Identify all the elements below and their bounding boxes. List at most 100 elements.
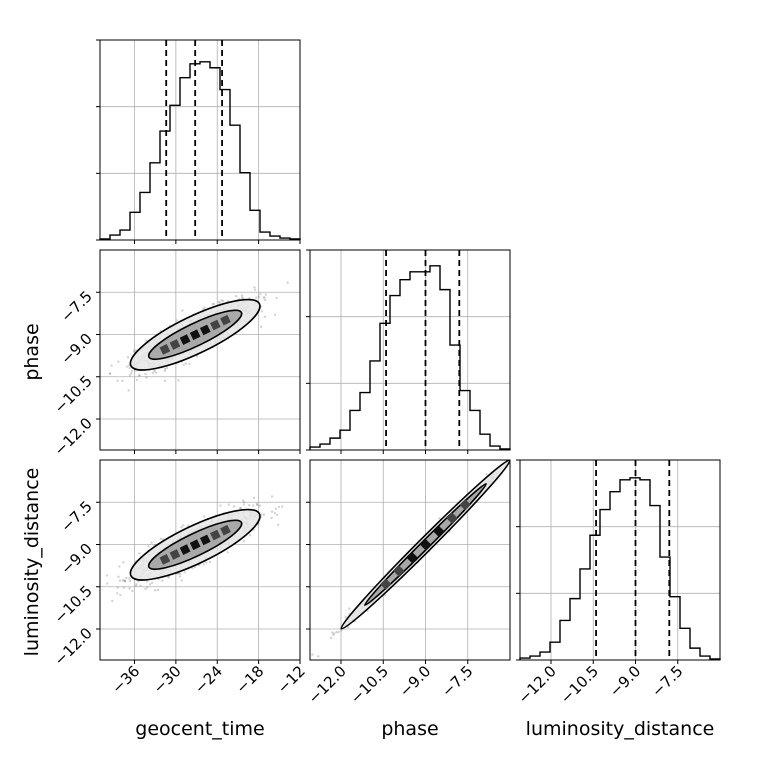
scatter-point <box>316 655 320 658</box>
x-tick-label-luminosity-distance: −7.5 <box>648 662 686 700</box>
scatter-point <box>132 349 136 352</box>
scatter-point <box>281 505 284 508</box>
scatter-point <box>110 364 113 367</box>
scatter-point <box>153 589 157 592</box>
scatter-point <box>123 580 127 583</box>
density-core <box>459 499 471 511</box>
scatter-point <box>92 372 94 374</box>
scatter-point <box>131 589 134 593</box>
scatter-point <box>128 577 131 580</box>
scatter-point <box>153 369 157 373</box>
x-tick-label-phase: −9.0 <box>396 662 434 700</box>
y-tick-label-phase: −10.5 <box>51 372 96 417</box>
panel-border <box>309 459 511 661</box>
scatter-point <box>156 588 160 592</box>
density-core <box>210 319 221 331</box>
scatter-point <box>144 587 147 591</box>
scatter-point <box>331 631 334 634</box>
panel-border <box>309 249 511 451</box>
y-tick-label-luminosity-distance: −7.5 <box>57 497 95 535</box>
scatter-point <box>137 580 140 583</box>
scatter-point <box>128 579 132 583</box>
scatter-point <box>218 301 221 305</box>
scatter-point <box>217 300 221 304</box>
scatter-point <box>274 507 278 511</box>
scatter-point <box>138 374 141 377</box>
scatter-point <box>255 296 258 299</box>
density-core <box>406 552 418 564</box>
scatter-points-group <box>311 420 553 658</box>
scatter-point <box>219 504 222 507</box>
scatter-point <box>240 296 244 299</box>
scatter-point <box>248 534 252 537</box>
scatter-point <box>116 379 119 382</box>
scatter-point <box>276 523 280 527</box>
scatter-point <box>167 576 170 579</box>
scatter-point <box>108 372 111 375</box>
scatter-point <box>517 451 519 453</box>
scatter-point <box>138 552 141 555</box>
scatter-point <box>239 507 243 510</box>
density-core <box>393 565 405 577</box>
scatter-point <box>145 586 149 589</box>
scatter-point <box>516 457 518 459</box>
scatter-point <box>184 362 188 365</box>
scatter-point <box>105 574 109 577</box>
scatter-point <box>232 505 236 508</box>
scatter-point <box>144 339 148 342</box>
scatter-point <box>134 584 138 587</box>
x-tick-label-luminosity-distance: −9.0 <box>606 662 644 700</box>
scatter-point <box>273 511 277 515</box>
x-tick-label-luminosity-distance: −10.5 <box>557 662 602 707</box>
scatter-point <box>221 299 225 303</box>
scatter-point <box>523 446 525 448</box>
x-tick-label-phase: −7.5 <box>438 662 476 700</box>
scatter-point <box>339 629 343 632</box>
scatter-panel-phase-vs-luminosity-distance: −12.0−10.5 −9.0 −7.5 <box>305 420 553 707</box>
scatter-point <box>532 437 534 439</box>
x-tick-label-phase: −10.5 <box>347 662 392 707</box>
scatter-point <box>163 379 167 383</box>
y-tick-label-phase: −12.0 <box>51 414 96 459</box>
y-tick-label-phase: −7.5 <box>57 287 95 325</box>
scatter-point <box>286 281 289 284</box>
panel-border <box>519 459 721 661</box>
scatter-point <box>128 367 131 370</box>
scatter-point <box>191 567 194 570</box>
scatter-point <box>523 445 525 447</box>
density-core <box>179 544 191 555</box>
scatter-point <box>258 504 262 507</box>
scatter-point <box>144 372 147 376</box>
scatter-point <box>511 465 513 467</box>
scatter-point <box>180 525 183 529</box>
scatter-point <box>139 584 142 587</box>
scatter-point <box>123 579 127 583</box>
scatter-point <box>127 389 130 392</box>
x-tick-label-geocent-time: −18 <box>232 662 267 697</box>
scatter-point <box>195 355 199 358</box>
scatter-point <box>335 630 338 634</box>
scatter-point <box>203 306 206 309</box>
x-tick-label-geocent-time: −30 <box>150 662 185 697</box>
density-core <box>380 578 392 590</box>
scatter-point <box>128 587 131 590</box>
scatter-point <box>255 503 259 507</box>
scatter-point <box>242 500 246 504</box>
histogram-panel-phase <box>306 249 511 454</box>
density-core <box>169 549 181 560</box>
density-core <box>199 534 211 546</box>
histogram-steps-luminosity-distance <box>519 477 721 660</box>
histogram-steps-phase <box>309 265 511 450</box>
scatter-point <box>227 503 230 506</box>
panel-border <box>99 459 301 661</box>
scatter-point <box>270 510 274 513</box>
scatter-point <box>516 448 518 450</box>
scatter-panel-geocent-time-vs-phase: −12.0−10.5 −9.0 −7.5 <box>51 249 301 459</box>
y-axis-label-phase: phase <box>21 323 43 380</box>
scatter-point <box>242 539 246 543</box>
scatter-point <box>337 630 340 634</box>
scatter-point <box>116 592 119 595</box>
scatter-point <box>125 576 128 580</box>
scatter-point <box>551 420 553 422</box>
